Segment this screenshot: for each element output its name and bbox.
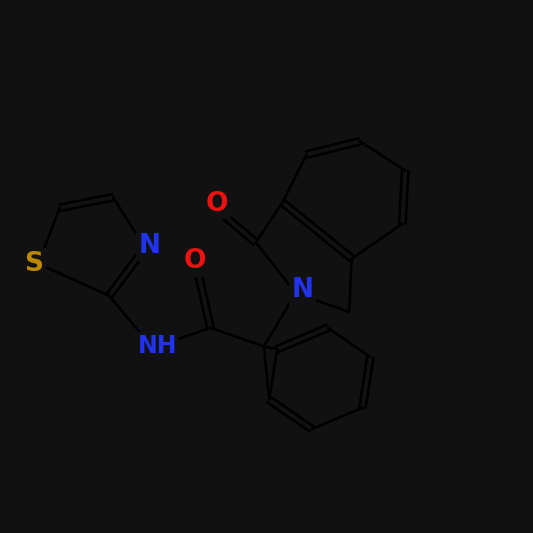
Text: N: N [291, 277, 313, 303]
Text: S: S [25, 251, 44, 277]
Text: O: O [183, 248, 206, 274]
Text: NH: NH [138, 334, 177, 358]
Text: O: O [206, 191, 228, 216]
Text: N: N [138, 233, 160, 259]
